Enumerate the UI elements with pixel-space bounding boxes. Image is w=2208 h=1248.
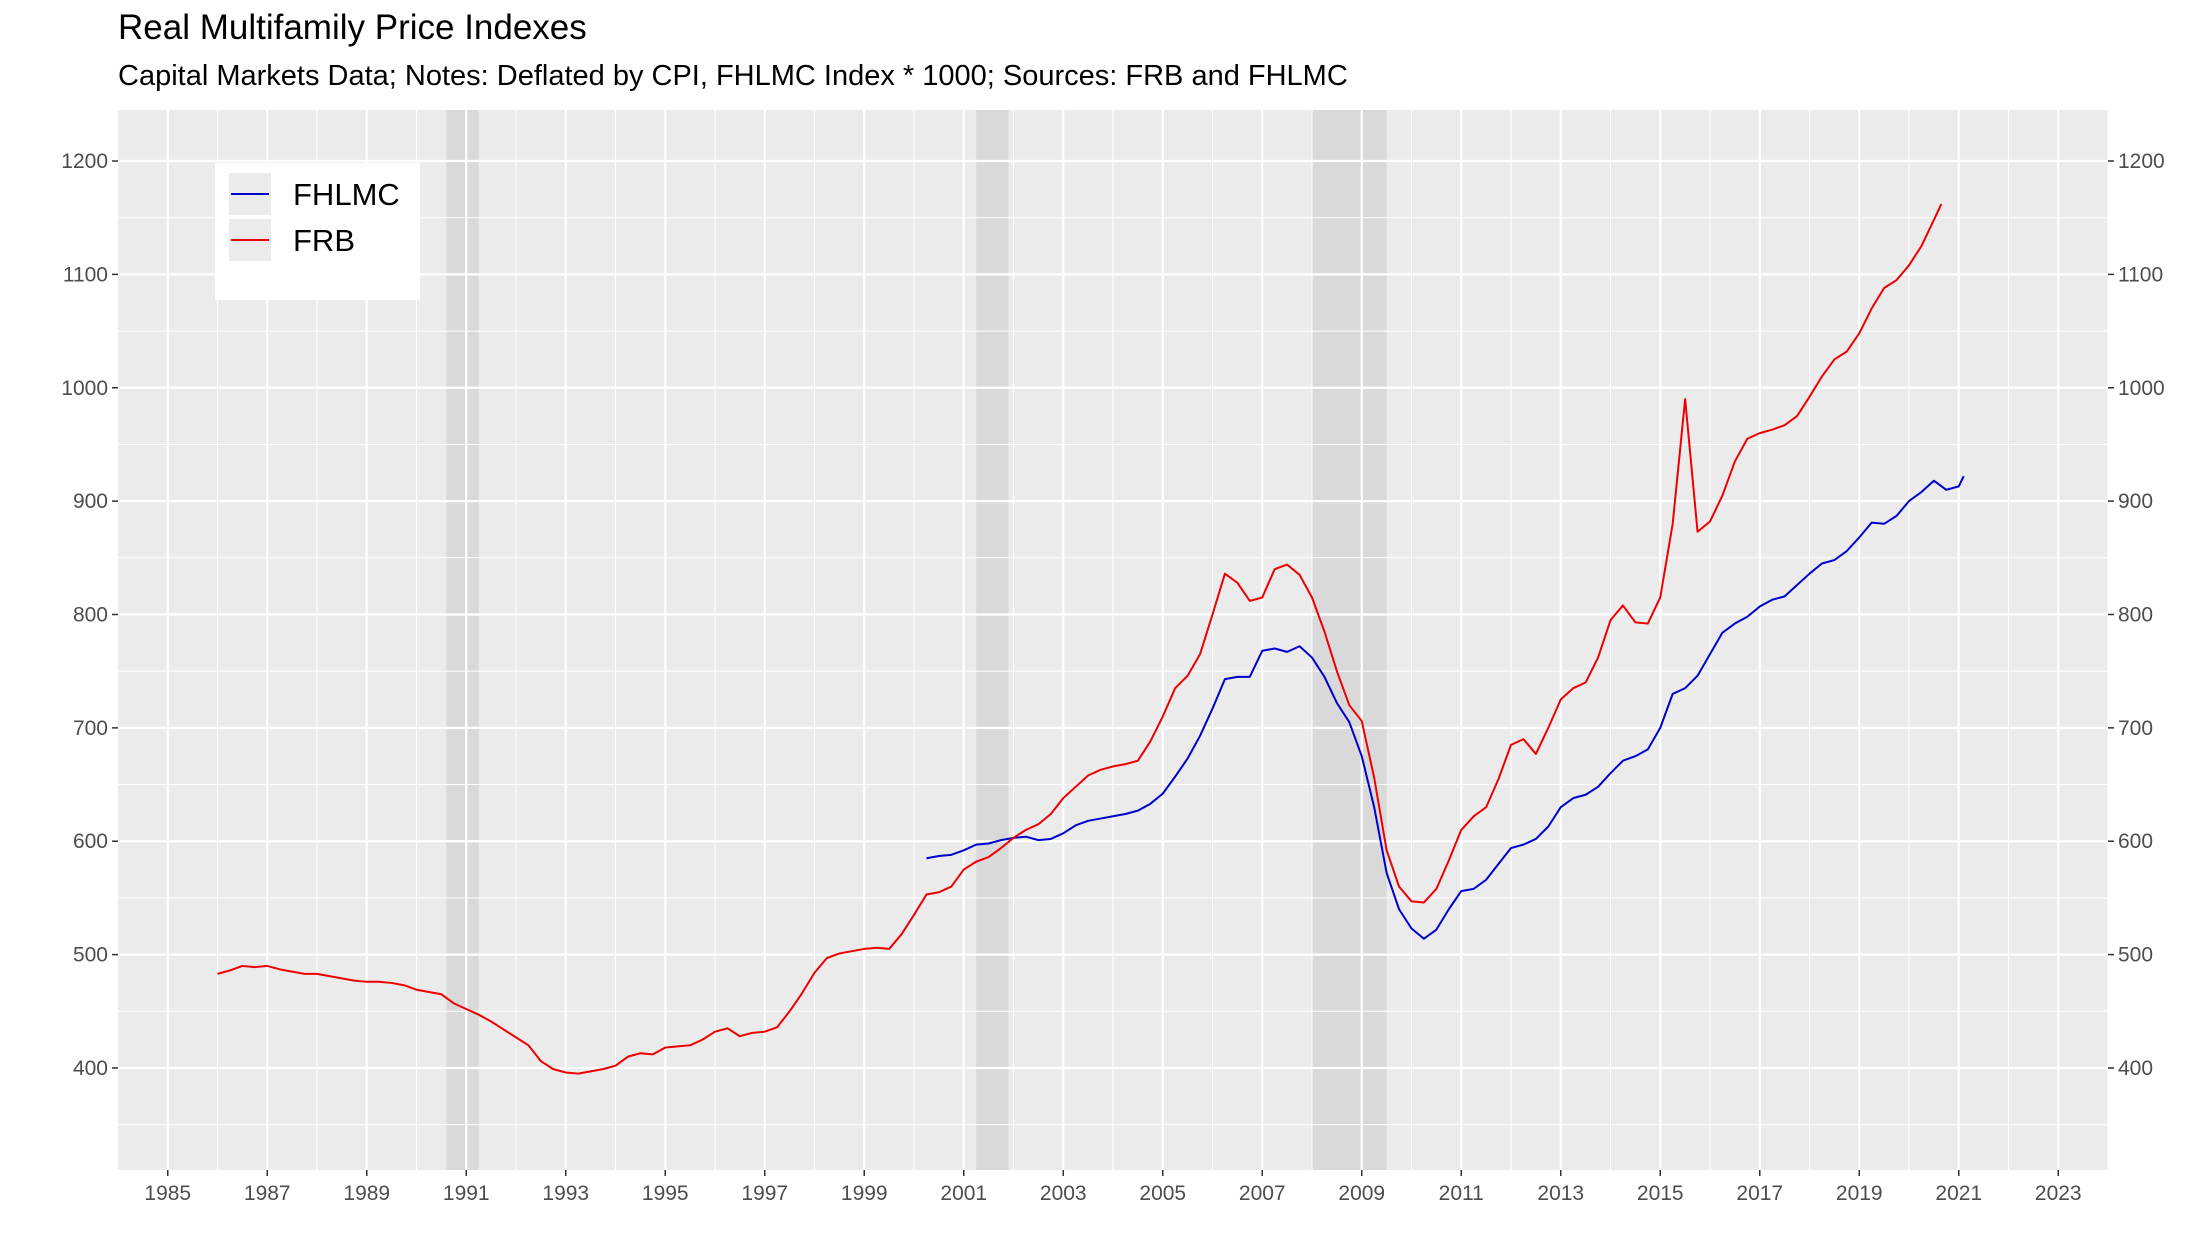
y-tick-label-left: 1100 bbox=[63, 263, 108, 286]
series-line-frb bbox=[217, 203, 1943, 1075]
gridlines bbox=[118, 110, 2109, 1170]
y-tick-label-right: 600 bbox=[2118, 830, 2153, 853]
x-tick-label: 2013 bbox=[1537, 1182, 1584, 1205]
x-tick-label: 2021 bbox=[1935, 1182, 1982, 1205]
x-tick-label: 1995 bbox=[642, 1182, 689, 1205]
chart-title: Real Multifamily Price Indexes bbox=[118, 8, 587, 47]
x-tick-label: 2007 bbox=[1239, 1182, 1286, 1205]
series-lines bbox=[217, 203, 1965, 1075]
series-line-fhlmc bbox=[926, 475, 1965, 940]
y-tick-label-right: 700 bbox=[2118, 717, 2153, 740]
y-tick-label-right: 800 bbox=[2118, 603, 2153, 626]
y-tick-label-left: 1200 bbox=[61, 150, 108, 173]
recession-band bbox=[976, 110, 1009, 1170]
x-tick-label: 2023 bbox=[2035, 1182, 2082, 1205]
x-tick-label: 1987 bbox=[244, 1182, 291, 1205]
y-tick-label-left: 500 bbox=[73, 944, 108, 967]
y-tick-label-left: 600 bbox=[73, 830, 108, 853]
legend: FHLMC FRB bbox=[215, 163, 420, 300]
y-tick-label-left: 400 bbox=[73, 1057, 108, 1080]
axes: 1985 1987 1989 1991 1993 1995 1997 1999 2001 2003… bbox=[61, 150, 2164, 1205]
x-tick-label: 1991 bbox=[443, 1182, 490, 1205]
y-tick-label-right: 500 bbox=[2118, 944, 2153, 967]
x-tick-label: 1989 bbox=[343, 1182, 390, 1205]
x-tick-label: 2009 bbox=[1338, 1182, 1385, 1205]
y-tick-label-right: 900 bbox=[2118, 490, 2153, 513]
recession-bands bbox=[446, 110, 1387, 1170]
x-tick-label: 1997 bbox=[741, 1182, 788, 1205]
y-tick-label-right: 1100 bbox=[2118, 263, 2163, 286]
y-tick-label-right: 400 bbox=[2118, 1057, 2153, 1080]
x-tick-label: 1985 bbox=[144, 1182, 191, 1205]
x-tick-label: 2005 bbox=[1139, 1182, 1186, 1205]
y-tick-label-right: 1200 bbox=[2118, 150, 2165, 173]
y-tick-label-left: 1000 bbox=[61, 377, 108, 400]
x-tick-label: 1999 bbox=[841, 1182, 888, 1205]
x-tick-label: 2003 bbox=[1040, 1182, 1087, 1205]
recession-band bbox=[1312, 110, 1387, 1170]
y-tick-label-left: 800 bbox=[73, 603, 108, 626]
x-tick-label: 2019 bbox=[1836, 1182, 1883, 1205]
x-tick-label: 2017 bbox=[1736, 1182, 1783, 1205]
recession-band bbox=[446, 110, 479, 1170]
legend-label-frb: FRB bbox=[293, 223, 355, 258]
x-tick-label: 1993 bbox=[542, 1182, 589, 1205]
y-tick-label-left: 700 bbox=[73, 717, 108, 740]
x-tick-label: 2015 bbox=[1637, 1182, 1684, 1205]
y-tick-label-right: 1000 bbox=[2118, 377, 2165, 400]
y-tick-label-left: 900 bbox=[73, 490, 108, 513]
legend-label-fhlmc: FHLMC bbox=[293, 177, 400, 212]
chart-subtitle: Capital Markets Data; Notes: Deflated by… bbox=[118, 60, 1348, 92]
x-tick-label: 2011 bbox=[1439, 1182, 1484, 1205]
x-tick-label: 2001 bbox=[940, 1182, 987, 1205]
